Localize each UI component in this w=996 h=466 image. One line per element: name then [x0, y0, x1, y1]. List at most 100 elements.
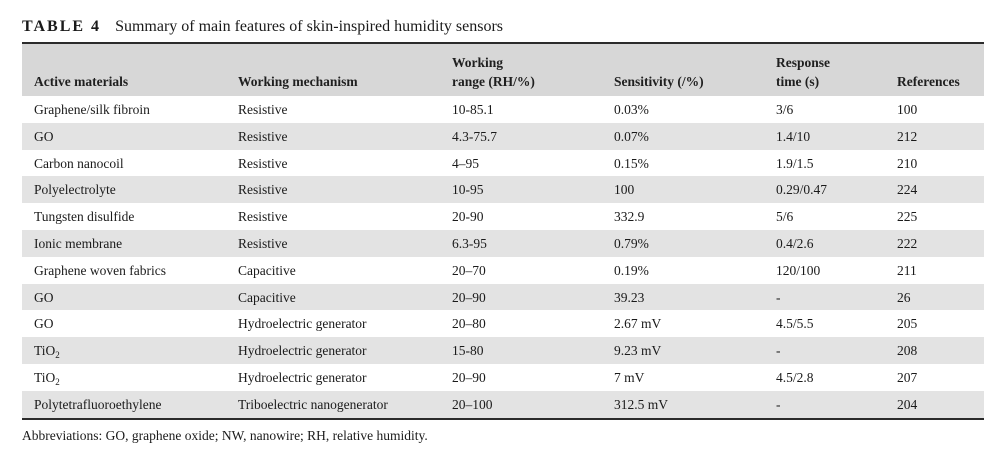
cell-material: GO	[34, 128, 54, 144]
cell-reference: 208	[897, 343, 918, 359]
cell-response: 0.4/2.6	[776, 235, 814, 251]
cell-reference: 212	[897, 128, 918, 144]
cell-mechanism: Hydroelectric generator	[238, 343, 367, 359]
cell-mechanism: Resistive	[238, 235, 288, 251]
cell-sensitivity: 2.67 mV	[614, 316, 662, 332]
cell-reference: 205	[897, 316, 918, 332]
cell-reference: 222	[897, 235, 918, 251]
cell-response: -	[776, 343, 781, 359]
cell-range: 10-95	[452, 182, 484, 198]
cell-material: Ionic membrane	[34, 235, 123, 251]
cell-response: 120/100	[776, 262, 821, 278]
table-row: Graphene woven fabrics Capacitive 20–70 …	[22, 257, 984, 284]
cell-reference: 224	[897, 182, 918, 198]
cell-mechanism: Resistive	[238, 209, 288, 225]
cell-response: 3/6	[776, 102, 794, 117]
cell-response: 1.9/1.5	[776, 155, 814, 171]
cell-range: 20-90	[452, 209, 484, 225]
header-references: References	[897, 74, 960, 89]
header-response-time: Response time (s)	[776, 53, 830, 91]
header-working-range-line1: Working	[452, 55, 504, 70]
header-sensitivity: Sensitivity (/%)	[614, 74, 704, 89]
header-response-line1: Response	[776, 55, 831, 70]
cell-mechanism: Triboelectric nanogenerator	[238, 396, 388, 412]
cell-reference: 100	[897, 102, 918, 117]
cell-mechanism: Capacitive	[238, 262, 296, 278]
cell-response: -	[776, 396, 781, 412]
table-row: GO Capacitive 20–90 39.23 - 26	[22, 283, 984, 311]
table-row: Ionic membrane Resistive 6.3-95 0.79% 0.…	[22, 229, 984, 257]
cell-reference: 210	[897, 155, 918, 171]
table-row: TiO2 Hydroelectric generator 20–90 7 mV …	[22, 364, 984, 391]
cell-mechanism: Resistive	[238, 128, 288, 144]
cell-sensitivity: 0.03%	[614, 102, 649, 117]
cell-range: 20–70	[452, 262, 486, 278]
cell-response: 1.4/10	[776, 128, 811, 144]
subscript: 2	[55, 376, 60, 387]
cell-material: TiO2	[34, 343, 60, 361]
table-row: Polytetrafluoroethylene Triboelectric na…	[22, 390, 984, 418]
cell-mechanism: Resistive	[238, 155, 288, 171]
cell-sensitivity: 312.5 mV	[614, 396, 668, 412]
cell-reference: 211	[897, 262, 917, 278]
cell-material: Polyelectrolyte	[34, 182, 116, 198]
cell-reference: 204	[897, 396, 918, 412]
cell-reference: 225	[897, 209, 918, 225]
cell-mechanism: Hydroelectric generator	[238, 316, 367, 332]
cell-range: 20–80	[452, 316, 486, 332]
cell-material: Tungsten disulfide	[34, 209, 135, 225]
cell-response: -	[776, 289, 781, 305]
cell-range: 4–95	[452, 155, 479, 171]
subscript: 2	[55, 350, 60, 361]
cell-reference: 26	[897, 289, 911, 305]
table-number: TABLE 4	[22, 18, 102, 35]
cell-sensitivity: 0.07%	[614, 128, 649, 144]
table-row: Carbon nanocoil Resistive 4–95 0.15% 1.9…	[22, 150, 984, 177]
cell-range: 20–100	[452, 396, 493, 412]
table-row: Polyelectrolyte Resistive 10-95 100 0.29…	[22, 176, 984, 204]
cell-mechanism: Hydroelectric generator	[238, 369, 367, 385]
cell-response: 5/6	[776, 209, 794, 225]
cell-response: 4.5/5.5	[776, 316, 814, 332]
header-active-materials: Active materials	[34, 74, 129, 89]
table-body: Graphene/silk fibroin Resistive 10-85.1 …	[22, 96, 984, 418]
cell-range: 4.3-75.7	[452, 128, 497, 144]
cell-material: GO	[34, 316, 54, 332]
cell-mechanism: Resistive	[238, 182, 288, 198]
header-working-mechanism: Working mechanism	[238, 74, 358, 89]
table-caption: TABLE 4 Summary of main features of skin-…	[22, 18, 503, 36]
table-title: Summary of main features of skin-inspire…	[115, 18, 503, 35]
top-rule	[22, 42, 984, 44]
cell-sensitivity: 39.23	[614, 289, 645, 305]
table-row: Tungsten disulfide Resistive 20-90 332.9…	[22, 203, 984, 230]
cell-sensitivity: 9.23 mV	[614, 343, 662, 359]
header-working-range: Working range (RH/%)	[452, 53, 535, 91]
cell-response: 4.5/2.8	[776, 369, 814, 385]
cell-sensitivity: 332.9	[614, 209, 645, 225]
cell-material: Polytetrafluoroethylene	[34, 396, 162, 412]
cell-range: 20–90	[452, 369, 486, 385]
cell-sensitivity: 100	[614, 182, 635, 198]
table-header-band	[22, 44, 984, 96]
cell-reference: 207	[897, 369, 918, 385]
cell-range: 20–90	[452, 289, 486, 305]
cell-sensitivity: 0.15%	[614, 155, 649, 171]
header-working-range-line2: range (RH/%)	[452, 74, 535, 89]
cell-mechanism: Capacitive	[238, 289, 296, 305]
table-row: TiO2 Hydroelectric generator 15-80 9.23 …	[22, 337, 984, 364]
cell-material: TiO2	[34, 369, 60, 387]
cell-sensitivity: 7 mV	[614, 369, 645, 385]
cell-range: 10-85.1	[452, 102, 494, 117]
table-row: Graphene/silk fibroin Resistive 10-85.1 …	[22, 96, 984, 123]
cell-material: GO	[34, 289, 54, 305]
table-row: GO Resistive 4.3-75.7 0.07% 1.4/10 212	[22, 122, 984, 150]
cell-sensitivity: 0.19%	[614, 262, 649, 278]
cell-material: Graphene/silk fibroin	[34, 102, 150, 117]
header-response-line2: time (s)	[776, 74, 820, 89]
cell-mechanism: Resistive	[238, 102, 288, 117]
bottom-rule	[22, 418, 984, 420]
cell-material: Graphene woven fabrics	[34, 262, 166, 278]
cell-range: 15-80	[452, 343, 484, 359]
table-footnote: Abbreviations: GO, graphene oxide; NW, n…	[22, 428, 428, 443]
cell-range: 6.3-95	[452, 235, 487, 251]
